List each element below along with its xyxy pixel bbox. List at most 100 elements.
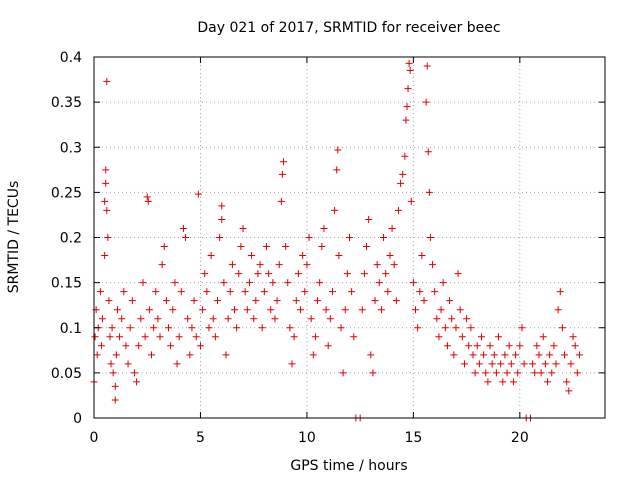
y-tick-label: 0.15 [51, 276, 82, 292]
data-point [556, 288, 564, 296]
data-point [205, 324, 213, 332]
data-point [245, 279, 253, 287]
data-point [563, 378, 571, 386]
data-point [252, 297, 260, 305]
data-point [544, 378, 552, 386]
data-point [320, 224, 328, 232]
x-tick-label: 5 [196, 430, 205, 446]
data-point [201, 270, 209, 278]
data-point [373, 261, 381, 269]
data-point [184, 315, 192, 323]
data-point [111, 382, 119, 390]
data-point [473, 342, 481, 350]
data-point [101, 197, 109, 205]
data-point [102, 179, 110, 187]
y-tick-label: 0.25 [51, 185, 82, 201]
data-point [93, 351, 101, 359]
data-point [482, 369, 490, 377]
data-point [541, 360, 549, 368]
data-point [537, 369, 545, 377]
data-point [565, 387, 573, 395]
data-point [439, 279, 447, 287]
data-point [529, 360, 537, 368]
data-point [220, 279, 228, 287]
data-point [294, 270, 302, 278]
data-point [441, 324, 449, 332]
data-point [360, 270, 368, 278]
data-point [126, 324, 134, 332]
data-point [275, 261, 283, 269]
data-point [103, 206, 111, 214]
data-point [158, 261, 166, 269]
data-point [248, 252, 256, 260]
data-point [292, 297, 300, 305]
data-point [237, 243, 245, 251]
data-point [358, 306, 366, 314]
data-point [403, 103, 411, 111]
data-point [507, 360, 515, 368]
data-point [322, 306, 330, 314]
data-point [471, 369, 479, 377]
data-point [478, 333, 486, 341]
data-point [324, 342, 332, 350]
data-point [305, 234, 313, 241]
data-point [290, 333, 298, 341]
data-point [406, 67, 414, 75]
x-tick-label: 15 [404, 430, 422, 446]
data-point [303, 261, 311, 269]
data-point [284, 279, 292, 287]
data-point [145, 306, 153, 314]
data-point [199, 306, 207, 314]
data-point [152, 288, 160, 296]
data-point [207, 252, 215, 260]
data-point [135, 342, 143, 350]
data-point [239, 224, 247, 232]
data-point [147, 351, 155, 359]
data-point [218, 215, 226, 223]
data-point [380, 234, 388, 241]
data-point [111, 396, 119, 404]
data-point [371, 297, 379, 305]
data-point [316, 279, 324, 287]
data-point [492, 369, 500, 377]
data-point [382, 270, 390, 278]
y-tick-label: 0.4 [60, 50, 82, 66]
ticks-layer: 0 0.05 0.1 0.15 0.2 0.25 0.3 0.35 0.4 0 5 10 15 20 [51, 50, 605, 446]
data-point [386, 252, 394, 260]
data-point [424, 148, 432, 156]
data-point [156, 333, 164, 341]
data-point [499, 378, 507, 386]
data-point [241, 288, 249, 296]
data-point [456, 306, 464, 314]
data-point [243, 306, 251, 314]
data-point [141, 333, 149, 341]
data-point [377, 306, 385, 314]
data-point [546, 351, 554, 359]
data-point [516, 342, 524, 350]
data-point [337, 324, 345, 332]
data-point [277, 197, 285, 205]
data-point [520, 360, 528, 368]
data-point [409, 279, 417, 287]
data-point [348, 288, 356, 296]
data-point [235, 270, 243, 278]
data-point [233, 324, 241, 332]
x-axis-label: GPS time / hours [290, 458, 407, 474]
data-point [539, 333, 547, 341]
data-point [309, 351, 317, 359]
data-point [514, 369, 522, 377]
y-tick-label: 0.05 [51, 366, 82, 382]
data-point [91, 333, 99, 341]
y-tick-label: 0.2 [60, 231, 82, 247]
data-point [173, 360, 181, 368]
data-point [144, 197, 152, 205]
data-point [108, 324, 116, 332]
data-point [288, 360, 296, 368]
data-point [122, 342, 130, 350]
data-point [177, 288, 185, 296]
data-point [299, 252, 307, 260]
data-point [554, 306, 562, 314]
data-point [480, 351, 488, 359]
data-point [224, 315, 232, 323]
